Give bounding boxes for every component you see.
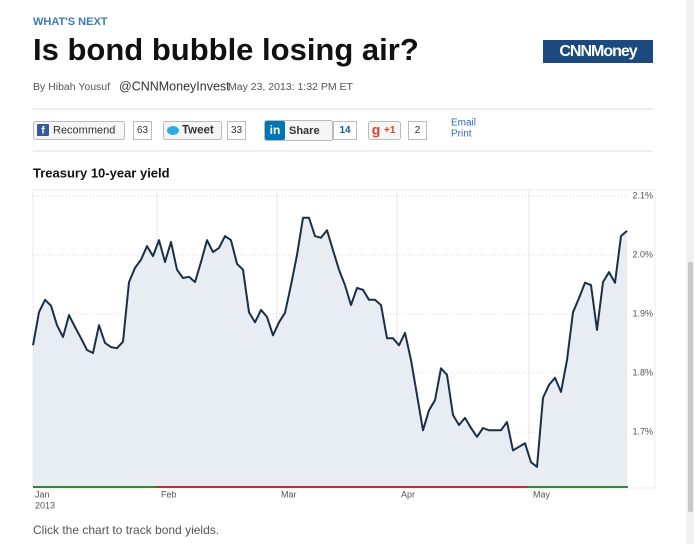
linkedin-icon-letters: in: [270, 123, 281, 137]
plusone-label[interactable]: +1: [384, 125, 396, 136]
scrollbar-thumb[interactable]: [688, 262, 693, 512]
chart-title: Treasury 10-year yield: [33, 165, 170, 180]
y-tick-label: 2.1%: [632, 190, 653, 200]
linkedin-label[interactable]: Share: [289, 125, 320, 137]
section-label: WHAT'S NEXT: [33, 16, 108, 28]
google-icon: g: [372, 122, 381, 138]
email-link[interactable]: Email: [451, 118, 476, 129]
tweet-count: 33: [231, 125, 243, 136]
date: May 23, 2013: 1:32 PM ET: [228, 81, 353, 93]
y-tick-label: 2.0%: [632, 249, 653, 259]
recommend-count: 63: [137, 125, 149, 136]
recommend-button[interactable]: [33, 121, 125, 140]
y-tick-label: 1.7%: [632, 426, 653, 436]
headline: Is bond bubble losing air?: [33, 32, 419, 67]
line: [32, 216, 628, 468]
author-handle[interactable]: @CNNMoneyInvest: [119, 79, 230, 93]
recommend-label[interactable]: Recommend: [53, 124, 115, 136]
count-box: [133, 121, 152, 140]
x-tick-label: Mar: [281, 489, 297, 499]
area: [33, 217, 627, 488]
x-tick-label: Feb: [161, 489, 177, 499]
print-link[interactable]: Print: [451, 129, 472, 140]
plusone-button[interactable]: [368, 121, 401, 140]
facebook-icon: [37, 124, 49, 136]
caption: Click the chart to track bond yields.: [33, 523, 219, 537]
count-box: [227, 121, 246, 140]
y-tick-label: 1.9%: [632, 308, 653, 318]
logo-box[interactable]: [543, 40, 653, 63]
plusone-count: 2: [415, 125, 421, 136]
x-tick-label: May: [533, 489, 551, 499]
linkedin-count: 14: [339, 125, 351, 136]
logo[interactable]: CNNMoney: [559, 43, 638, 60]
x-year-label: 2013: [35, 500, 55, 510]
y-tick-label: 1.8%: [632, 367, 653, 377]
count-box: [408, 121, 427, 140]
count-box: [333, 121, 357, 140]
facebook-icon-letter: f: [41, 126, 45, 137]
linkedin-icon: [265, 121, 285, 140]
x-tick-label: Apr: [401, 489, 415, 499]
tweet-button[interactable]: [163, 121, 222, 140]
byline: By Hibah Yousuf: [33, 81, 110, 93]
twitter-icon: [167, 126, 179, 135]
x-tick-label: Jan: [35, 489, 50, 499]
tweet-label[interactable]: Tweet: [182, 125, 214, 137]
